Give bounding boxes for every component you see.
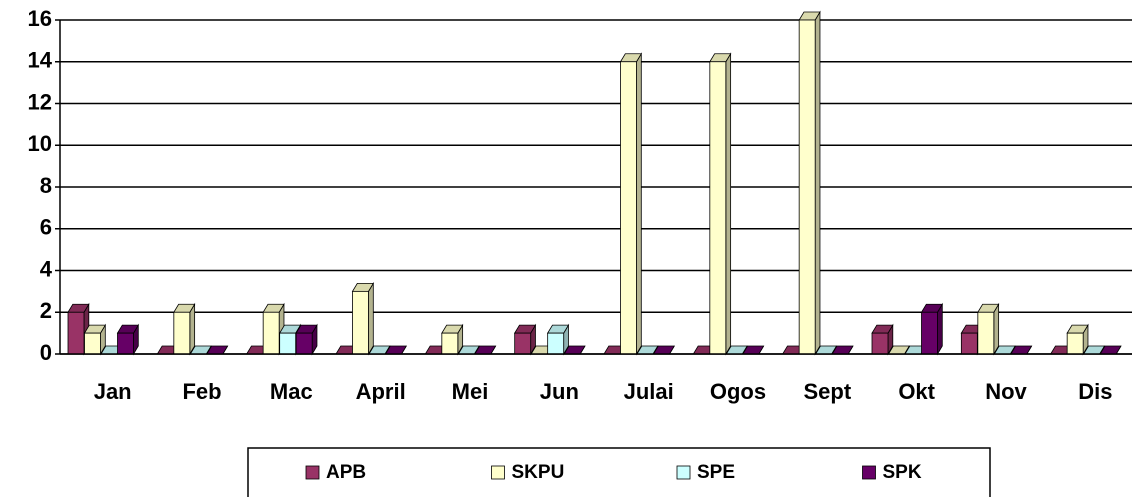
bar-front <box>547 332 565 355</box>
bar <box>513 323 537 356</box>
legend-label: SKPU <box>512 462 565 483</box>
bar <box>1066 323 1089 356</box>
y-tick-label: 12 <box>28 89 52 114</box>
x-tick-label: Okt <box>898 379 935 404</box>
x-tick-label: Dis <box>1078 379 1112 404</box>
bar-front <box>262 311 280 355</box>
bar-side <box>814 10 821 356</box>
bar-front <box>441 332 459 355</box>
x-tick-label: Jun <box>540 379 579 404</box>
bar <box>173 302 196 356</box>
bar-front <box>279 332 297 355</box>
y-tick-label: 16 <box>28 6 52 31</box>
x-tick-label: Julai <box>624 379 674 404</box>
legend-label: SPE <box>697 462 735 483</box>
bar-front <box>352 290 369 355</box>
bar-front <box>921 311 938 355</box>
bar <box>546 323 570 356</box>
x-tick-label: Feb <box>182 379 221 404</box>
x-tick-label: April <box>356 379 406 404</box>
x-tick-label: Jan <box>94 379 132 404</box>
bar <box>351 281 375 356</box>
legend-swatch <box>491 465 505 480</box>
bar <box>116 323 140 356</box>
legend-swatch <box>305 465 320 480</box>
bar <box>295 323 318 356</box>
bar <box>441 323 464 356</box>
bar <box>871 323 894 356</box>
bar-front <box>620 61 637 355</box>
y-tick-label: 14 <box>28 48 53 73</box>
x-tick-label: Mac <box>270 379 313 404</box>
bar <box>977 302 1000 356</box>
y-tick-label: 2 <box>40 298 52 323</box>
x-tick-label: Ogos <box>710 379 766 404</box>
bar-side <box>368 281 374 356</box>
bar <box>920 302 944 356</box>
bar-side <box>725 52 732 356</box>
y-tick-label: 0 <box>40 340 52 365</box>
legend-label: SPK <box>883 462 922 483</box>
bar-front <box>709 61 727 355</box>
bar-front <box>173 311 191 355</box>
bar <box>1010 345 1033 355</box>
legend-swatch <box>862 465 876 480</box>
bar <box>798 10 821 356</box>
bar-front <box>295 332 313 355</box>
x-tick-label: Nov <box>985 379 1027 404</box>
bar <box>709 52 732 356</box>
bar-front <box>67 311 85 355</box>
bar <box>993 345 1016 355</box>
bar <box>83 323 107 356</box>
y-tick-label: 4 <box>40 256 53 281</box>
bar-front <box>798 19 816 355</box>
bar-front <box>84 332 101 355</box>
bar-front <box>977 311 995 355</box>
bar <box>1082 345 1106 355</box>
legend-swatch <box>676 465 691 480</box>
y-tick-label: 6 <box>40 215 52 240</box>
bar-front <box>514 332 532 355</box>
bar-side <box>636 52 642 356</box>
y-tick-label: 8 <box>40 173 52 198</box>
bar-front <box>871 332 889 355</box>
bar-front <box>117 332 134 355</box>
y-tick-label: 10 <box>28 131 52 156</box>
bar <box>619 52 643 356</box>
x-tick-label: Sept <box>803 379 851 404</box>
x-tick-label: Mei <box>452 379 489 404</box>
legend-label: APB <box>326 462 366 483</box>
bar-front <box>1066 332 1084 355</box>
bar-front <box>960 332 978 355</box>
